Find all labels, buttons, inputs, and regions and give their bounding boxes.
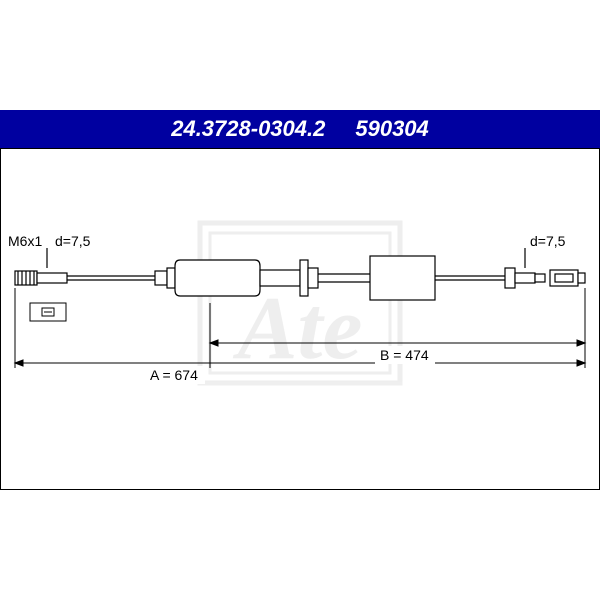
right-diameter-label: d=7,5 bbox=[530, 233, 566, 249]
page-container: 24.3728-0304.2 590304 Ate bbox=[0, 0, 600, 600]
cable-assembly bbox=[15, 248, 585, 300]
header-bar: 24.3728-0304.2 590304 bbox=[0, 110, 600, 148]
left-diameter-label: d=7,5 bbox=[55, 233, 91, 249]
dimension-b-label: B = 474 bbox=[380, 347, 429, 363]
part-number: 24.3728-0304.2 bbox=[171, 116, 325, 142]
dimension-a-label: A = 674 bbox=[150, 367, 198, 383]
part-code: 590304 bbox=[355, 116, 428, 142]
detail-view bbox=[30, 303, 66, 321]
technical-drawing: Ate bbox=[0, 148, 600, 488]
thread-spec-label: M6x1 bbox=[8, 233, 42, 249]
watermark-logo: Ate bbox=[200, 223, 400, 383]
